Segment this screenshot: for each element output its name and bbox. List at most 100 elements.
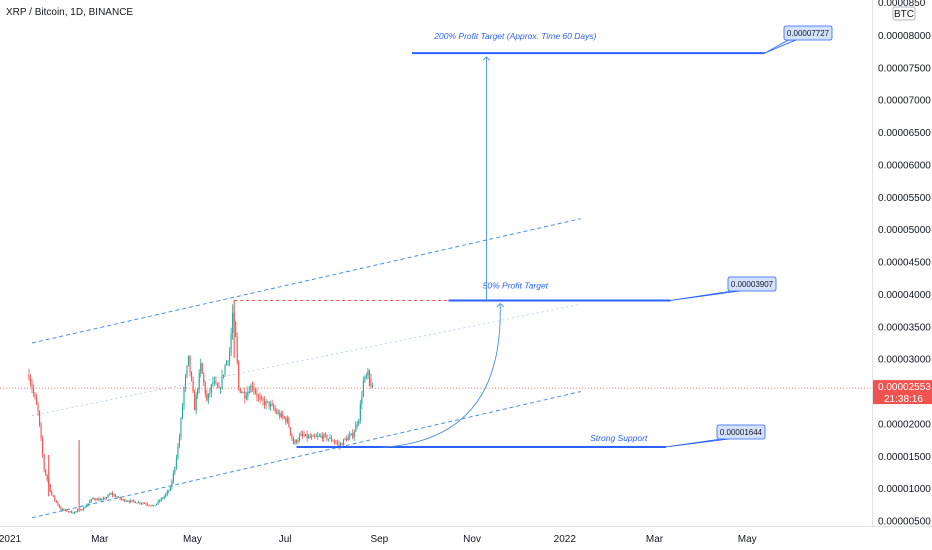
- candle-body: [92, 498, 94, 500]
- candle-body: [358, 419, 360, 425]
- currency-label: BTC: [894, 9, 914, 20]
- candle-body: [253, 387, 255, 391]
- candle-body: [194, 392, 196, 411]
- candle-body: [221, 375, 223, 389]
- candle-body: [125, 501, 127, 502]
- current-price-tag: 0.00002553 21:38:16: [873, 380, 932, 405]
- channel-mid-line[interactable]: [31, 303, 581, 416]
- price-tick-label: 0.00001000: [878, 484, 931, 495]
- candle-body: [355, 424, 357, 432]
- candle-body: [90, 499, 92, 502]
- candle-body: [49, 484, 51, 492]
- candle-body: [128, 501, 130, 503]
- candle-body: [142, 503, 144, 504]
- candle-body: [45, 469, 47, 475]
- candle-body: [285, 418, 287, 422]
- candle-body: [98, 498, 100, 501]
- candle-body: [312, 435, 314, 437]
- trend-channel[interactable]: [31, 218, 581, 519]
- candle-body: [165, 494, 167, 497]
- candle-body: [121, 498, 123, 500]
- channel-lower-line[interactable]: [31, 391, 581, 519]
- candle-body: [159, 500, 161, 502]
- candle-body: [63, 509, 65, 511]
- top-price-tick: 0.0000850: [878, 0, 926, 9]
- candle-body: [364, 376, 366, 381]
- candle-body: [37, 404, 39, 412]
- candle-body: [58, 505, 60, 508]
- candle-body: [31, 383, 33, 389]
- candle-body: [308, 436, 310, 439]
- candle-body: [341, 443, 343, 445]
- candle-body: [367, 370, 369, 376]
- candle-body: [171, 481, 173, 488]
- candle-body: [300, 433, 302, 436]
- candle-body: [248, 391, 250, 393]
- candle-body: [124, 499, 126, 502]
- currency-badge[interactable]: BTC: [892, 6, 916, 21]
- candle-body: [286, 418, 288, 422]
- candle-body: [42, 438, 44, 455]
- candle-body: [343, 439, 345, 445]
- time-tick-label: 2021: [0, 534, 22, 545]
- candle-body: [130, 500, 132, 503]
- support-callout-box[interactable]: [716, 424, 766, 440]
- candle-body: [181, 404, 184, 419]
- candle-body: [81, 509, 83, 511]
- candle-body: [350, 433, 352, 436]
- candle-body: [191, 372, 193, 381]
- price-tick-label: 0.00006000: [878, 160, 931, 171]
- time-axis[interactable]: 2021 Mar May Jul Sep Nov 2022 Mar May: [0, 534, 757, 545]
- candle-body: [52, 495, 54, 497]
- candle-body: [127, 501, 129, 502]
- candle-body: [340, 443, 342, 447]
- profit-50-callout-box[interactable]: [727, 276, 777, 292]
- candle-body: [291, 433, 293, 439]
- projection-arrows[interactable]: [383, 57, 500, 448]
- time-tick-label: 2022: [554, 534, 577, 545]
- candle-body: [260, 398, 263, 400]
- candle-body: [242, 392, 244, 393]
- channel-upper-line[interactable]: [31, 218, 581, 344]
- candle-body: [153, 505, 155, 506]
- profit-200-callout-value: 0.00007727: [787, 29, 830, 38]
- candle-body: [131, 500, 133, 502]
- candle-body: [61, 509, 63, 510]
- candle-body: [162, 498, 164, 499]
- candle-body: [371, 385, 374, 388]
- candle-body: [216, 383, 218, 388]
- candle-body: [139, 502, 141, 504]
- candle-body: [178, 437, 180, 446]
- candle-body: [315, 436, 317, 438]
- candle-body: [99, 499, 101, 501]
- candle-body: [347, 436, 349, 441]
- candle-body: [257, 396, 260, 398]
- level-lines[interactable]: 200% Profit Target (Approx. Time 60 Days…: [296, 25, 833, 448]
- candle-body: [292, 438, 294, 444]
- candle-body: [32, 388, 35, 394]
- candle-body: [279, 412, 281, 417]
- candle-body: [177, 445, 179, 458]
- candle-body: [118, 496, 120, 498]
- candle-body: [54, 496, 56, 501]
- candle-body: [40, 424, 42, 439]
- candle-body: [133, 500, 135, 502]
- candle-body: [359, 403, 361, 420]
- price-tick-label: 0.00007500: [878, 63, 931, 74]
- candle-body: [122, 499, 124, 501]
- candle-body: [324, 434, 326, 436]
- price-axis[interactable]: 0.00000500 0.00001000 0.00001500 0.00002000…: [878, 31, 931, 528]
- candle-body: [188, 355, 190, 366]
- candle-body: [80, 509, 82, 511]
- candle-body: [66, 509, 68, 512]
- profit-200-callout-box[interactable]: [783, 25, 833, 41]
- curve-arrow-to-50[interactable]: [383, 303, 500, 448]
- time-tick-label: May: [183, 534, 202, 545]
- candle-body: [370, 378, 372, 388]
- price-tick-label: 0.00005000: [878, 225, 931, 236]
- candle-body: [268, 401, 270, 407]
- candle-body: [229, 352, 231, 362]
- profit-50-callout-value: 0.00003907: [731, 280, 774, 289]
